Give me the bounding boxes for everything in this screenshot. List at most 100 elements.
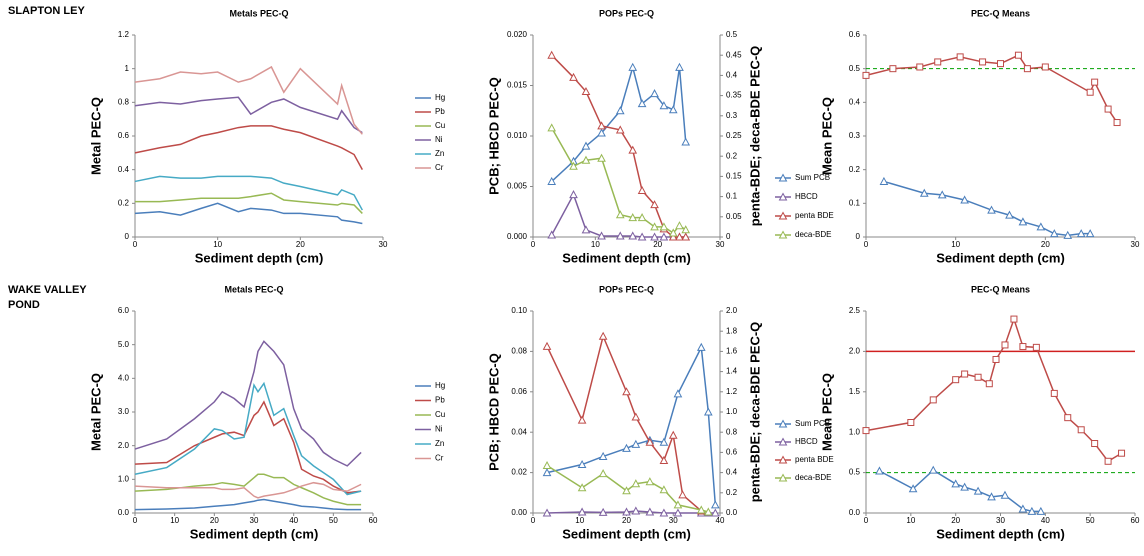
x-tick-label: 50 (1086, 516, 1095, 525)
marker (547, 230, 557, 239)
marker (979, 58, 987, 66)
y-tick-label: 0.0 (118, 508, 130, 517)
marker (987, 205, 996, 214)
y-tick-label: 0.5 (849, 468, 861, 477)
y-tick-label: 2.0 (118, 441, 130, 450)
marker (631, 506, 641, 515)
marker (597, 121, 606, 130)
y-tick-label: 0.3 (849, 131, 861, 140)
x-tick-label: 40 (716, 516, 725, 525)
marker (1005, 210, 1014, 219)
series-line (134, 65, 363, 135)
marker (650, 222, 659, 231)
legend-label: Pb (435, 107, 445, 116)
x-tick-label: 10 (591, 240, 600, 249)
x-tick-label: 30 (250, 516, 259, 525)
legend-marker (778, 211, 788, 220)
legend-label: Sum PCB (795, 419, 830, 428)
x-tick-label: 20 (622, 516, 631, 525)
y-tick-label: 0.10 (511, 306, 527, 315)
marker (1049, 229, 1059, 238)
marker (650, 89, 659, 98)
y-tick-label: 0.4 (118, 165, 130, 174)
legend-marker (778, 173, 788, 182)
y-tick-label: 0.0 (849, 508, 861, 517)
y2-tick-label: 0.2 (726, 488, 738, 497)
marker (956, 53, 964, 61)
marker (597, 153, 606, 162)
x-tick-label: 10 (906, 516, 915, 525)
y-tick-label: 0.8 (118, 97, 130, 106)
marker (703, 407, 713, 416)
series-line (134, 125, 363, 171)
row-label: SLAPTON LEY (8, 5, 85, 17)
marker (577, 507, 587, 516)
x-tick-label: 0 (864, 516, 869, 525)
marker (1104, 105, 1112, 113)
chart-title: POPs PEC-Q (599, 284, 654, 294)
marker (985, 380, 993, 388)
y2-tick-label: 0.4 (726, 468, 738, 477)
marker (929, 396, 937, 404)
marker (1050, 389, 1058, 397)
marker (628, 231, 638, 240)
x-axis-label: Sediment depth (cm) (195, 250, 324, 265)
marker (628, 62, 638, 71)
marker (668, 430, 678, 439)
marker (631, 479, 641, 488)
x-tick-label: 20 (951, 516, 960, 525)
marker (889, 65, 897, 73)
x-tick-label: 60 (1131, 516, 1140, 525)
series-line (546, 464, 709, 513)
marker (645, 507, 655, 516)
marker (937, 190, 947, 199)
x-tick-label: 30 (996, 516, 1005, 525)
marker (659, 232, 669, 241)
legend-label: penta BDE (795, 211, 834, 220)
marker (622, 443, 631, 452)
marker (703, 507, 713, 516)
marker (1041, 63, 1049, 71)
marker (862, 71, 870, 79)
x-tick-label: 30 (379, 240, 388, 249)
x-axis-label: Sediment depth (cm) (936, 250, 1065, 265)
y-tick-label: 1.0 (849, 427, 861, 436)
marker (1085, 229, 1095, 238)
legend-label: Ni (435, 135, 443, 144)
marker (615, 106, 625, 115)
x-tick-label: 10 (951, 240, 960, 249)
series-line (134, 481, 362, 499)
y-tick-label: 0.04 (511, 427, 527, 436)
marker (696, 505, 706, 514)
marker (597, 231, 606, 240)
legend-label: Ni (435, 425, 443, 434)
marker (974, 373, 982, 381)
marker (650, 200, 659, 209)
y-tick-label: 0.2 (849, 165, 861, 174)
marker (622, 486, 631, 495)
legend-label: Hg (435, 381, 445, 390)
y-tick-label: 0.08 (511, 347, 527, 356)
y2-tick-label: 1.2 (726, 387, 738, 396)
marker (547, 123, 557, 132)
marker (1091, 78, 1099, 86)
marker (615, 125, 625, 134)
y-tick-label: 0 (125, 232, 130, 241)
marker (710, 508, 720, 517)
series-line (134, 473, 362, 506)
y2-tick-label: 1.6 (726, 347, 738, 356)
y2-tick-label: 0.0 (726, 508, 738, 517)
marker (961, 370, 969, 378)
marker (668, 232, 678, 241)
series-line (134, 175, 363, 211)
marker (951, 479, 961, 488)
y-tick-label: 0.06 (511, 387, 527, 396)
marker (637, 232, 647, 241)
y-tick-label: 0 (856, 232, 861, 241)
series-line (546, 333, 702, 512)
y-tick-label: 0.4 (849, 97, 861, 106)
marker (645, 477, 655, 486)
y-tick-label: 1.2 (118, 30, 130, 39)
